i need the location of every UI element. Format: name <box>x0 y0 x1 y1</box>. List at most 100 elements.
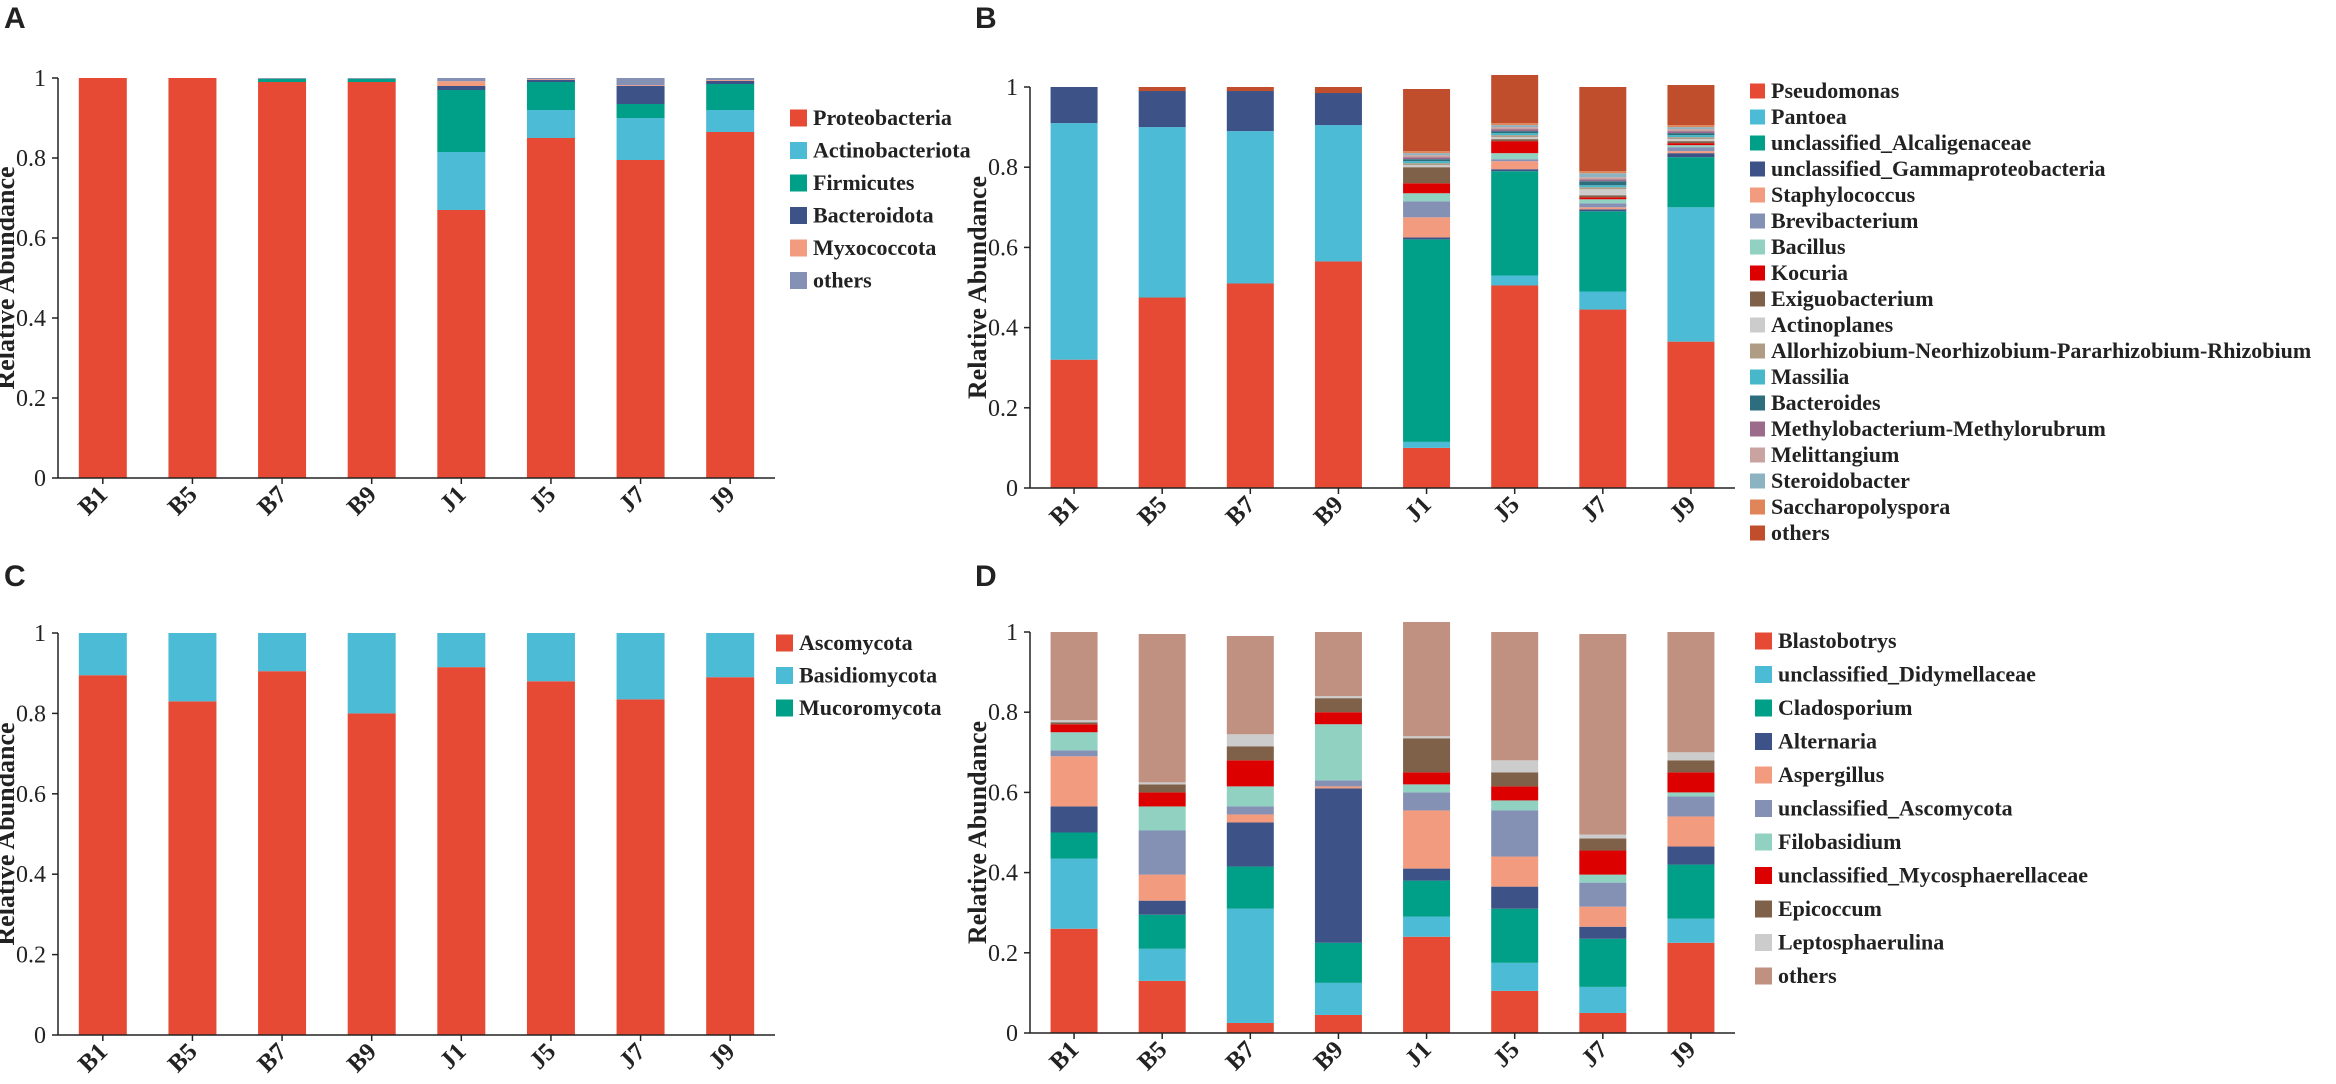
bar-segment-B9-3 <box>347 78 396 82</box>
bar-segment-J7-9 <box>1579 195 1627 198</box>
legend-swatch <box>1750 499 1765 515</box>
x-tick-label-J1: J1 <box>435 1038 472 1075</box>
bar-segment-B9-7 <box>1314 724 1362 781</box>
bar-segment-B1-1 <box>1050 359 1098 488</box>
legend-swatch <box>776 699 793 717</box>
bar-segment-B7-3 <box>1226 866 1274 909</box>
bar-segment-J7-4 <box>1579 926 1627 939</box>
bar-segment-J1-5 <box>1403 810 1451 869</box>
bar-segment-J1-4 <box>1403 237 1451 240</box>
bar-segment-J5-6 <box>1491 159 1539 162</box>
bar-segment-B1-8 <box>1050 724 1098 733</box>
bar-segment-B7-3 <box>258 78 307 82</box>
x-tick-label-J5: J5 <box>524 481 561 518</box>
bar-segment-J1-1 <box>437 210 486 478</box>
bar-segment-B9-11 <box>1314 632 1362 697</box>
legend-label: Actinoplanes <box>1771 312 1894 337</box>
bar-segment-J9-15 <box>1667 129 1715 132</box>
bar-segment-B7-1 <box>1226 1022 1274 1033</box>
legend-swatch <box>1750 369 1765 385</box>
panel-letter-c: C <box>4 560 26 593</box>
bar-segment-J5-8 <box>1491 786 1539 801</box>
bar-segment-B1-1 <box>78 78 127 478</box>
bar-segment-B7-1 <box>1226 283 1274 488</box>
legend-swatch <box>1750 421 1765 437</box>
y-tick-label: 0.8 <box>988 700 1018 726</box>
legend-label: unclassified_Didymellaceae <box>1778 662 2036 687</box>
bar-segment-J7-13 <box>1579 181 1627 186</box>
bar-segment-J5-5 <box>1491 161 1539 170</box>
x-tick-label-J7: J7 <box>1576 1036 1613 1073</box>
bar-segment-J9-16 <box>1667 127 1715 130</box>
y-axis-title: Relative Abundance <box>0 166 20 389</box>
bar-segment-B7-7 <box>1226 786 1274 807</box>
bar-segment-J5-3 <box>526 82 575 110</box>
x-tick-label-J7: J7 <box>614 481 651 518</box>
y-tick-label: 0 <box>34 1023 46 1049</box>
legend-label: Massilia <box>1771 364 1849 389</box>
bar-segment-J9-12 <box>1667 135 1715 138</box>
bar-segment-J7-15 <box>1579 177 1627 180</box>
bar-segment-J1-5 <box>437 81 486 86</box>
bar-segment-J5-1 <box>526 138 575 478</box>
legend-swatch <box>1750 135 1765 151</box>
bar-segment-J9-1 <box>706 677 755 1035</box>
legend-label: Epicoccum <box>1778 896 1882 921</box>
bar-segment-J7-10 <box>1579 834 1627 839</box>
bar-segment-J5-2 <box>526 110 575 138</box>
bar-segment-J1-14 <box>1403 157 1451 160</box>
panel-letter-d: D <box>975 560 997 593</box>
legend-label: Methylobacterium-Methylorubrum <box>1771 416 2106 441</box>
bar-segment-J5-11 <box>1491 632 1539 761</box>
bar-segment-J7-3 <box>1579 938 1627 987</box>
bar-segment-J5-11 <box>1491 135 1539 138</box>
bar-segment-J7-4 <box>1579 209 1627 212</box>
legend-label: Alternaria <box>1778 729 1877 754</box>
bar-segment-B7-5 <box>1226 814 1274 823</box>
bar-segment-J5-18 <box>1491 74 1539 124</box>
y-tick-label: 1 <box>34 621 46 647</box>
bar-segment-J1-13 <box>1403 159 1451 162</box>
legend-swatch <box>1755 900 1772 918</box>
y-tick-label: 0.4 <box>16 306 46 332</box>
y-tick-label: 1 <box>34 66 46 92</box>
bar-segment-J7-2 <box>616 633 665 700</box>
bar-segment-J7-1 <box>616 160 665 478</box>
bar-segment-B7-2 <box>1226 131 1274 284</box>
legend-label: others <box>813 268 872 293</box>
bar-segment-J9-6 <box>1667 796 1715 817</box>
bar-segment-J1-6 <box>437 78 486 82</box>
bar-segment-J7-17 <box>1579 171 1627 174</box>
bar-segment-B9-2 <box>1314 982 1362 1015</box>
x-tick-label-B7: B7 <box>253 1038 293 1078</box>
legend-swatch <box>1755 733 1772 750</box>
bar-segment-B1-10 <box>1050 720 1098 723</box>
x-tick-label-J7: J7 <box>614 1038 651 1075</box>
bar-segment-J5-9 <box>1491 772 1539 787</box>
bar-segment-B5-18 <box>1138 87 1186 92</box>
bar-segment-J9-3 <box>1667 864 1715 919</box>
legend-label: unclassified_Ascomycota <box>1778 796 2013 821</box>
y-axis-title: Relative Abundance <box>963 721 992 944</box>
bar-segment-J9-2 <box>706 633 755 678</box>
legend-swatch <box>1755 967 1772 985</box>
bar-segment-J1-4 <box>437 86 486 90</box>
bar-segment-J7-7 <box>1579 874 1627 883</box>
bar-segment-B5-7 <box>1138 806 1186 831</box>
bar-segment-J5-10 <box>1491 137 1539 140</box>
bar-segment-B5-9 <box>1138 784 1186 793</box>
y-tick-label: 0 <box>34 466 46 492</box>
bar-segment-B9-6 <box>347 78 396 79</box>
bar-segment-B9-1 <box>347 82 396 478</box>
bar-segment-B7-1 <box>258 82 307 478</box>
bar-segment-J5-3 <box>1491 908 1539 963</box>
bar-segment-B9-4 <box>1314 93 1362 126</box>
legend-swatch <box>1750 109 1765 125</box>
x-tick-label-B1: B1 <box>1045 491 1085 531</box>
x-tick-label-B9: B9 <box>1309 491 1349 531</box>
bar-segment-J7-10 <box>1579 189 1627 196</box>
bar-segment-B5-1 <box>168 701 217 1035</box>
bar-segment-J7-12 <box>1579 185 1627 188</box>
y-tick-label: 1 <box>1006 75 1018 101</box>
